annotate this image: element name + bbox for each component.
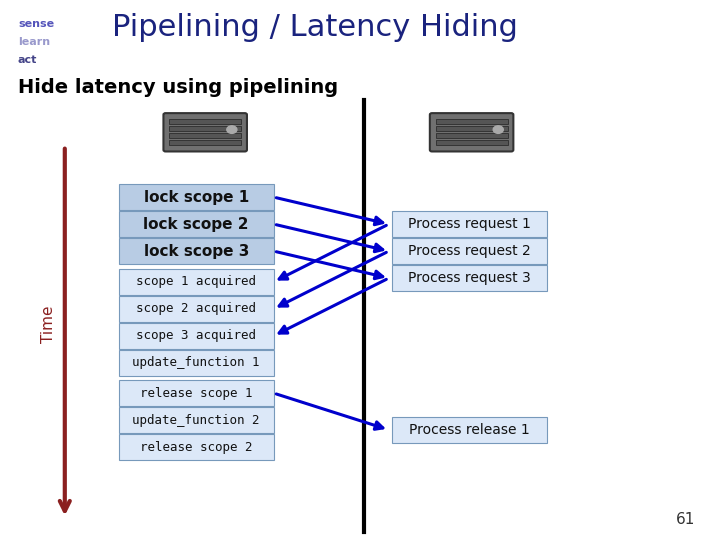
FancyBboxPatch shape bbox=[119, 434, 274, 460]
Text: release scope 1: release scope 1 bbox=[140, 387, 253, 400]
Text: release scope 2: release scope 2 bbox=[140, 441, 253, 454]
FancyBboxPatch shape bbox=[169, 140, 241, 145]
Text: 61: 61 bbox=[675, 511, 695, 526]
FancyBboxPatch shape bbox=[119, 350, 274, 376]
Text: update_function 1: update_function 1 bbox=[132, 356, 260, 369]
Text: Process release 1: Process release 1 bbox=[410, 423, 530, 437]
Text: Process request 3: Process request 3 bbox=[408, 271, 531, 285]
FancyBboxPatch shape bbox=[169, 119, 241, 124]
Text: Time: Time bbox=[42, 305, 56, 343]
Text: scope 2 acquired: scope 2 acquired bbox=[136, 302, 256, 315]
FancyBboxPatch shape bbox=[163, 113, 247, 151]
Text: Process request 1: Process request 1 bbox=[408, 217, 531, 231]
Circle shape bbox=[227, 126, 237, 133]
FancyBboxPatch shape bbox=[392, 211, 547, 237]
FancyBboxPatch shape bbox=[392, 417, 547, 443]
Text: Pipelining / Latency Hiding: Pipelining / Latency Hiding bbox=[112, 14, 518, 43]
FancyBboxPatch shape bbox=[119, 238, 274, 264]
FancyBboxPatch shape bbox=[430, 113, 513, 151]
FancyBboxPatch shape bbox=[436, 119, 508, 124]
Circle shape bbox=[493, 126, 503, 133]
Text: scope 3 acquired: scope 3 acquired bbox=[136, 329, 256, 342]
Text: sense: sense bbox=[18, 19, 54, 29]
Text: Hide latency using pipelining: Hide latency using pipelining bbox=[18, 78, 338, 97]
Text: lock scope 3: lock scope 3 bbox=[143, 244, 249, 259]
FancyBboxPatch shape bbox=[169, 126, 241, 131]
FancyBboxPatch shape bbox=[169, 133, 241, 138]
FancyBboxPatch shape bbox=[436, 140, 508, 145]
Text: act: act bbox=[18, 55, 37, 65]
Text: lock scope 2: lock scope 2 bbox=[143, 217, 249, 232]
FancyBboxPatch shape bbox=[436, 133, 508, 138]
FancyBboxPatch shape bbox=[119, 184, 274, 210]
Text: lock scope 1: lock scope 1 bbox=[143, 190, 249, 205]
FancyBboxPatch shape bbox=[119, 296, 274, 322]
FancyBboxPatch shape bbox=[119, 211, 274, 237]
Text: update_function 2: update_function 2 bbox=[132, 414, 260, 427]
FancyBboxPatch shape bbox=[119, 323, 274, 349]
FancyBboxPatch shape bbox=[119, 269, 274, 295]
FancyBboxPatch shape bbox=[392, 238, 547, 264]
Text: Process request 2: Process request 2 bbox=[408, 244, 531, 258]
Text: scope 1 acquired: scope 1 acquired bbox=[136, 275, 256, 288]
FancyBboxPatch shape bbox=[392, 265, 547, 291]
FancyBboxPatch shape bbox=[436, 126, 508, 131]
FancyBboxPatch shape bbox=[119, 380, 274, 406]
FancyBboxPatch shape bbox=[119, 407, 274, 433]
Text: learn: learn bbox=[18, 37, 50, 47]
